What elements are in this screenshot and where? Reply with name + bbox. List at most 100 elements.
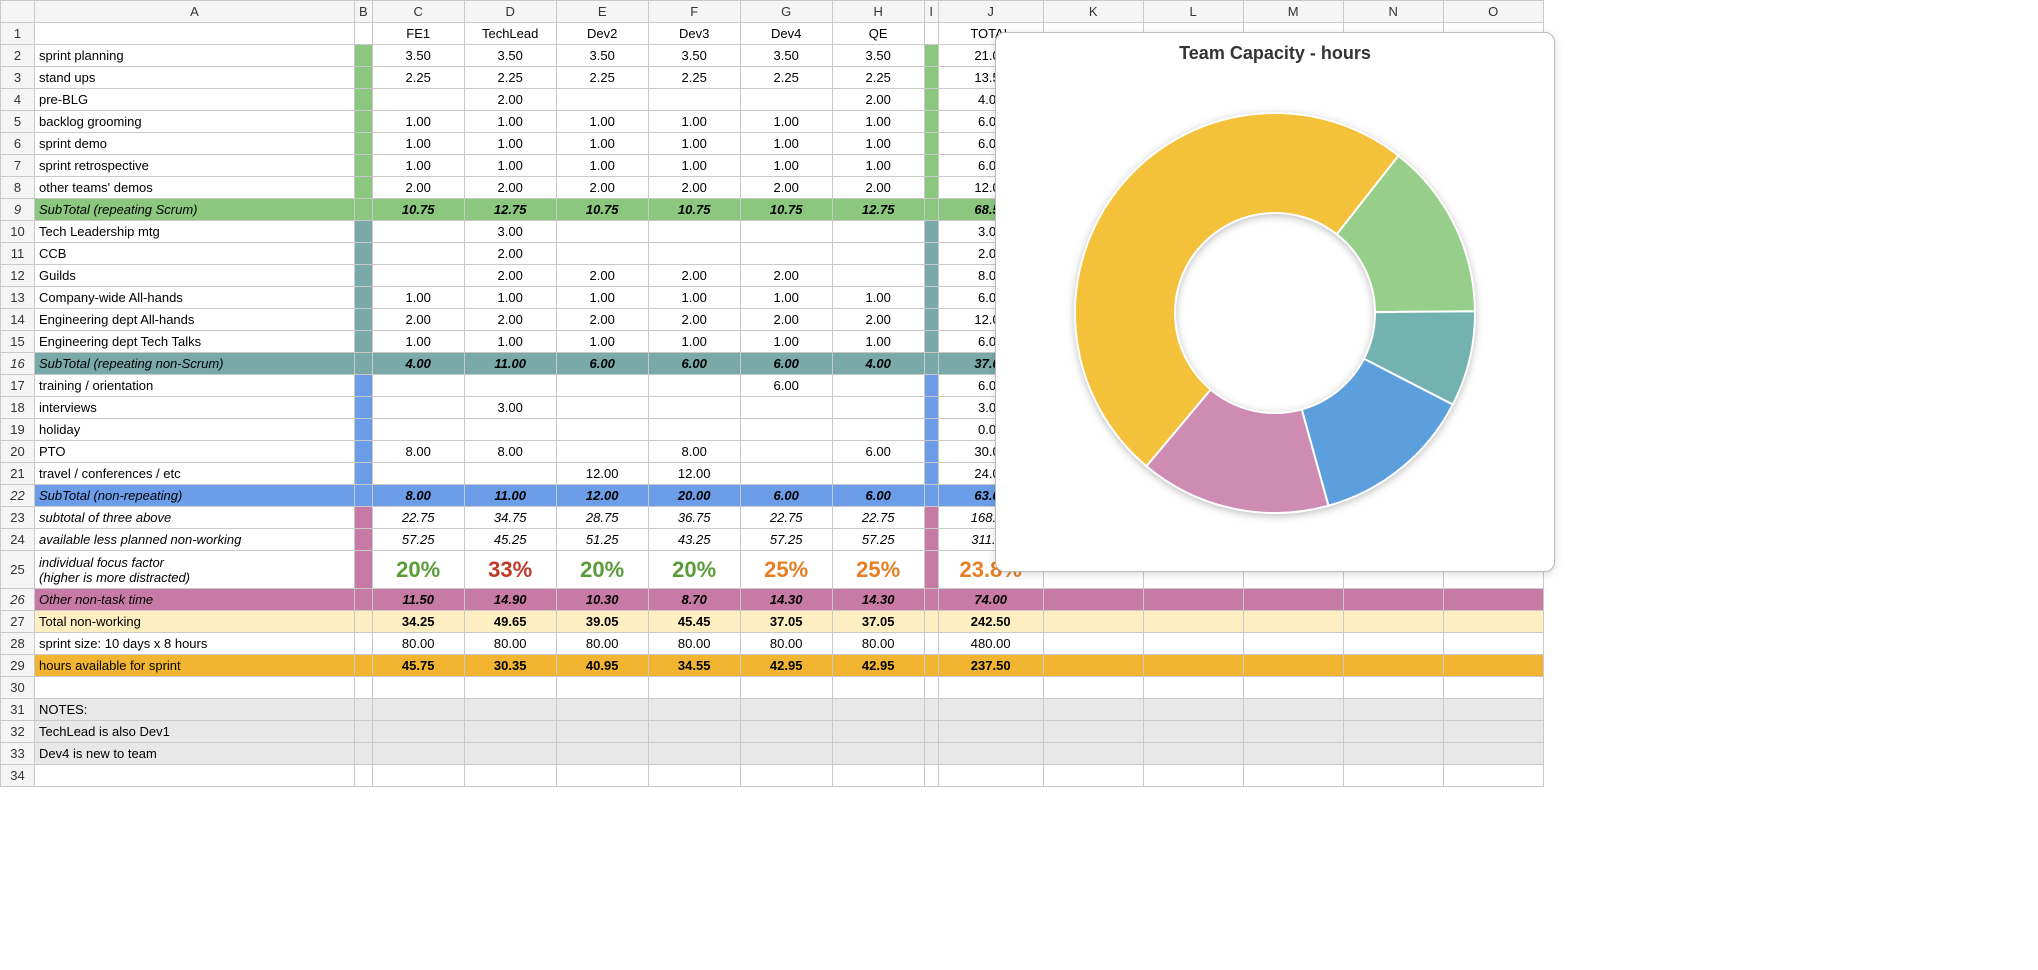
cell-H1[interactable]: QE [832, 23, 924, 45]
cell-A32[interactable]: TechLead is also Dev1 [35, 721, 355, 743]
cell-F6[interactable]: 1.00 [648, 133, 740, 155]
cell-H16[interactable]: 4.00 [832, 353, 924, 375]
cell-I9[interactable] [924, 199, 938, 221]
cell-F25[interactable]: 20% [648, 551, 740, 589]
cell-B29[interactable] [355, 655, 373, 677]
cell-G4[interactable] [740, 89, 832, 111]
cell-I22[interactable] [924, 485, 938, 507]
row-header-21[interactable]: 21 [1, 463, 35, 485]
cell-E19[interactable] [556, 419, 648, 441]
cell-C1[interactable]: FE1 [372, 23, 464, 45]
cell-G34[interactable] [740, 765, 832, 787]
cell-O31[interactable] [1443, 699, 1543, 721]
cell-E28[interactable]: 80.00 [556, 633, 648, 655]
cell-B22[interactable] [355, 485, 373, 507]
cell-B30[interactable] [355, 677, 373, 699]
cell-I13[interactable] [924, 287, 938, 309]
cell-G2[interactable]: 3.50 [740, 45, 832, 67]
cell-A13[interactable]: Company-wide All-hands [35, 287, 355, 309]
cell-G8[interactable]: 2.00 [740, 177, 832, 199]
cell-F24[interactable]: 43.25 [648, 529, 740, 551]
cell-G5[interactable]: 1.00 [740, 111, 832, 133]
cell-I15[interactable] [924, 331, 938, 353]
cell-B6[interactable] [355, 133, 373, 155]
cell-E11[interactable] [556, 243, 648, 265]
col-header-O[interactable]: O [1443, 1, 1543, 23]
cell-H19[interactable] [832, 419, 924, 441]
cell-D3[interactable]: 2.25 [464, 67, 556, 89]
cell-F7[interactable]: 1.00 [648, 155, 740, 177]
cell-O29[interactable] [1443, 655, 1543, 677]
cell-A25[interactable]: individual focus factor(higher is more d… [35, 551, 355, 589]
row-header-30[interactable]: 30 [1, 677, 35, 699]
cell-B4[interactable] [355, 89, 373, 111]
row-header-31[interactable]: 31 [1, 699, 35, 721]
cell-C26[interactable]: 11.50 [372, 589, 464, 611]
cell-O33[interactable] [1443, 743, 1543, 765]
col-header-K[interactable]: K [1043, 1, 1143, 23]
cell-C22[interactable]: 8.00 [372, 485, 464, 507]
row-header-33[interactable]: 33 [1, 743, 35, 765]
cell-D16[interactable]: 11.00 [464, 353, 556, 375]
cell-E31[interactable] [556, 699, 648, 721]
cell-N32[interactable] [1343, 721, 1443, 743]
cell-C27[interactable]: 34.25 [372, 611, 464, 633]
cell-F18[interactable] [648, 397, 740, 419]
cell-I30[interactable] [924, 677, 938, 699]
cell-D9[interactable]: 12.75 [464, 199, 556, 221]
row-header-29[interactable]: 29 [1, 655, 35, 677]
cell-E17[interactable] [556, 375, 648, 397]
cell-I26[interactable] [924, 589, 938, 611]
cell-I10[interactable] [924, 221, 938, 243]
row-header-7[interactable]: 7 [1, 155, 35, 177]
cell-F21[interactable]: 12.00 [648, 463, 740, 485]
cell-I7[interactable] [924, 155, 938, 177]
cell-H17[interactable] [832, 375, 924, 397]
cell-H6[interactable]: 1.00 [832, 133, 924, 155]
cell-B24[interactable] [355, 529, 373, 551]
cell-K31[interactable] [1043, 699, 1143, 721]
cell-D15[interactable]: 1.00 [464, 331, 556, 353]
cell-L32[interactable] [1143, 721, 1243, 743]
cell-C14[interactable]: 2.00 [372, 309, 464, 331]
cell-G32[interactable] [740, 721, 832, 743]
chart-container[interactable]: Team Capacity - hours 237.5050%68.5014%3… [995, 32, 1555, 572]
cell-L26[interactable] [1143, 589, 1243, 611]
cell-A31[interactable]: NOTES: [35, 699, 355, 721]
cell-B16[interactable] [355, 353, 373, 375]
row-header-26[interactable]: 26 [1, 589, 35, 611]
cell-A6[interactable]: sprint demo [35, 133, 355, 155]
cell-M32[interactable] [1243, 721, 1343, 743]
cell-F27[interactable]: 45.45 [648, 611, 740, 633]
row-header-3[interactable]: 3 [1, 67, 35, 89]
cell-D21[interactable] [464, 463, 556, 485]
col-header-E[interactable]: E [556, 1, 648, 23]
cell-C9[interactable]: 10.75 [372, 199, 464, 221]
row-header-11[interactable]: 11 [1, 243, 35, 265]
cell-L30[interactable] [1143, 677, 1243, 699]
cell-J33[interactable] [938, 743, 1043, 765]
cell-D24[interactable]: 45.25 [464, 529, 556, 551]
cell-O34[interactable] [1443, 765, 1543, 787]
cell-D18[interactable]: 3.00 [464, 397, 556, 419]
cell-H32[interactable] [832, 721, 924, 743]
cell-I24[interactable] [924, 529, 938, 551]
cell-I28[interactable] [924, 633, 938, 655]
col-header-A[interactable]: A [35, 1, 355, 23]
cell-M34[interactable] [1243, 765, 1343, 787]
row-header-16[interactable]: 16 [1, 353, 35, 375]
cell-B11[interactable] [355, 243, 373, 265]
col-header-F[interactable]: F [648, 1, 740, 23]
cell-A7[interactable]: sprint retrospective [35, 155, 355, 177]
cell-G23[interactable]: 22.75 [740, 507, 832, 529]
cell-N27[interactable] [1343, 611, 1443, 633]
cell-L28[interactable] [1143, 633, 1243, 655]
row-header-25[interactable]: 25 [1, 551, 35, 589]
cell-H21[interactable] [832, 463, 924, 485]
cell-H33[interactable] [832, 743, 924, 765]
row-header-20[interactable]: 20 [1, 441, 35, 463]
cell-F9[interactable]: 10.75 [648, 199, 740, 221]
cell-C29[interactable]: 45.75 [372, 655, 464, 677]
cell-C8[interactable]: 2.00 [372, 177, 464, 199]
cell-A21[interactable]: travel / conferences / etc [35, 463, 355, 485]
